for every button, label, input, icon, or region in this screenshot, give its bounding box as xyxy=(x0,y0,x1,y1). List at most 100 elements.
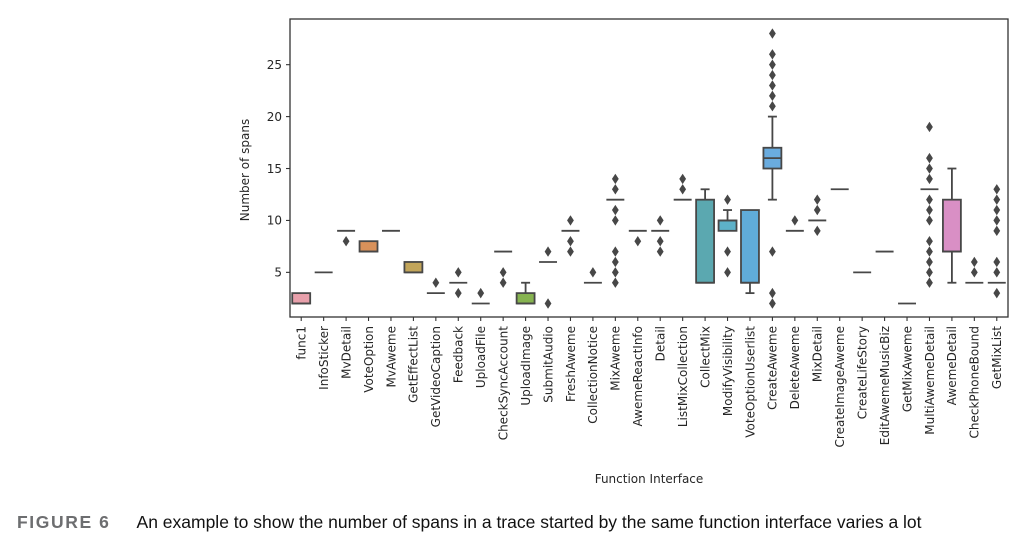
box-AwemeDetail xyxy=(942,167,962,284)
outlier-point xyxy=(926,173,933,185)
box-GetEffectList xyxy=(403,261,424,274)
y-tick-label: 25 xyxy=(267,58,282,72)
outlier-point xyxy=(611,246,619,257)
x-tick-label: MultiAwemeDetail xyxy=(923,326,937,435)
outlier-point xyxy=(769,28,776,39)
x-tick-label: CollectMix xyxy=(698,326,712,388)
box-iqr xyxy=(740,209,760,284)
box-UploadFile xyxy=(471,287,490,305)
outlier-point xyxy=(454,267,462,278)
outlier-point xyxy=(926,204,933,216)
outlier-point xyxy=(813,225,821,237)
box-func1 xyxy=(291,292,312,305)
x-tick-label: CollectionNotice xyxy=(586,326,600,424)
box-ModifyVisibility xyxy=(717,194,738,278)
figure-caption: FIGURE 6 An example to show the number of… xyxy=(17,512,1017,533)
outlier-point xyxy=(926,236,933,247)
box-DeleteAweme xyxy=(785,215,804,232)
x-tick-label: MvAweme xyxy=(384,326,398,387)
x-tick-label: GetVideoCaption xyxy=(429,326,443,427)
y-tick-label: 15 xyxy=(267,162,282,176)
x-tick-label: InfoSticker xyxy=(317,326,331,390)
outlier-point xyxy=(611,204,619,216)
outlier-point xyxy=(724,194,731,205)
outlier-point xyxy=(813,194,821,205)
outlier-point xyxy=(769,69,776,81)
x-tick-label: MixAweme xyxy=(609,326,623,391)
x-tick-label: UploadImage xyxy=(519,326,533,406)
outlier-point xyxy=(656,215,664,226)
outlier-point xyxy=(611,277,619,288)
outlier-point xyxy=(926,194,933,205)
y-tick-label: 20 xyxy=(267,110,282,124)
plot-frame xyxy=(289,18,1009,318)
outlier-point xyxy=(769,298,776,309)
box-iqr xyxy=(403,261,424,274)
box-plot-chart: 5 10 15 20 25 func1 InfoSticker MvDetail VoteOp… xyxy=(238,18,1009,486)
box-CheckPhoneBound xyxy=(965,256,984,284)
x-tick-label: ModifyVisibility xyxy=(721,326,735,416)
outlier-point xyxy=(454,287,462,299)
outlier-point xyxy=(432,277,440,288)
outlier-point xyxy=(769,287,776,299)
outlier-point xyxy=(993,225,1001,237)
box-CheckSyncAccount xyxy=(494,250,513,288)
outlier-point xyxy=(769,59,776,70)
x-tick-label: CreateLifeStory xyxy=(855,326,869,419)
box-iqr xyxy=(358,240,379,253)
box-Detail xyxy=(651,215,670,257)
outlier-point xyxy=(544,246,552,257)
plot-marks xyxy=(291,28,1006,309)
box-CollectionNotice xyxy=(583,267,602,284)
outlier-point xyxy=(993,256,1001,268)
y-axis: 5 10 15 20 25 xyxy=(267,58,290,280)
box-MultiAwemeDetail xyxy=(920,121,939,288)
x-tick-label: GetEffectList xyxy=(407,326,421,403)
x-tick-label: CheckSyncAccount xyxy=(496,326,510,441)
outlier-point xyxy=(993,267,1001,278)
box-UploadImage xyxy=(515,281,536,305)
outlier-point xyxy=(544,298,552,309)
x-tick-label: GetMixAweme xyxy=(900,326,914,412)
outlier-point xyxy=(926,246,933,257)
x-tick-label: FreshAweme xyxy=(564,326,578,402)
box-Feedback xyxy=(449,267,468,299)
y-tick-label: 10 xyxy=(267,214,282,228)
x-tick-label: EditAwemeMusicBiz xyxy=(878,326,892,445)
x-tick-label: CreateAweme xyxy=(766,326,780,410)
outlier-point xyxy=(499,277,507,288)
x-tick-label: Feedback xyxy=(452,326,466,383)
outlier-point xyxy=(993,287,1001,299)
outlier-point xyxy=(342,236,350,247)
outlier-point xyxy=(926,152,933,164)
box-ListMixCollection xyxy=(673,173,692,201)
outlier-point xyxy=(679,173,687,185)
outlier-point xyxy=(769,90,776,102)
box-AwemeReactInfo xyxy=(628,229,647,247)
outlier-point xyxy=(926,267,933,278)
x-axis-label: Function Interface xyxy=(595,472,704,486)
outlier-point xyxy=(791,215,799,226)
outlier-point xyxy=(724,267,731,278)
box-SubmitAudio xyxy=(539,246,558,309)
outlier-point xyxy=(611,184,619,195)
x-tick-label: AwemeDetail xyxy=(945,326,959,405)
box-CreateAweme xyxy=(762,28,783,309)
x-axis: func1 InfoSticker MvDetail VoteOption MvAwem… xyxy=(295,317,1004,447)
outlier-point xyxy=(769,80,776,91)
outlier-point xyxy=(656,246,664,257)
outlier-point xyxy=(769,246,776,257)
box-VoteOption xyxy=(358,240,379,253)
outlier-point xyxy=(769,101,776,112)
outlier-point xyxy=(926,163,933,174)
x-tick-label: SubmitAudio xyxy=(541,326,555,403)
box-MixDetail xyxy=(808,194,827,237)
box-iqr xyxy=(515,292,536,305)
outlier-point xyxy=(970,256,978,268)
x-tick-label: VoteOptionUserlist xyxy=(743,326,757,438)
outlier-point xyxy=(993,194,1001,205)
x-tick-label: UploadFile xyxy=(474,326,488,388)
caption-text: An example to show the number of spans i… xyxy=(136,512,922,532)
outlier-point xyxy=(567,215,574,226)
outlier-point xyxy=(567,236,574,247)
